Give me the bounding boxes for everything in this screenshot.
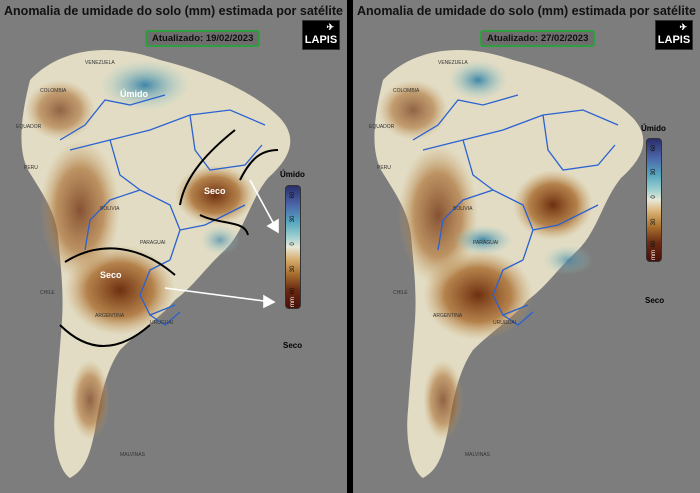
map-label-malvinas: MALVINAS [120, 452, 145, 458]
map-label-venezuela: VENEZUELA [438, 60, 468, 66]
legend-bottom-label: Seco [283, 341, 303, 350]
annotation-dry-label-south: Seco [100, 270, 122, 280]
dry-area-patagonia [70, 360, 110, 440]
legend-tick: 30 [290, 215, 296, 223]
map-label-bolivia: BOLIVIA [453, 206, 473, 212]
lapis-logo-text: LAPIS [304, 34, 338, 46]
map-label-colombia: COLOMBIA [40, 88, 67, 94]
legend-unit: mm [290, 297, 296, 307]
wet-area-pantanal [453, 225, 513, 255]
map-label-uruguai: URUGUAI [493, 320, 517, 326]
dry-area-andes [40, 140, 120, 280]
panel-title: Anomalia de umidade do solo (mm) estimad… [4, 4, 343, 18]
satellite-icon: ✈ [326, 22, 334, 32]
dry-area-patagonia [423, 360, 463, 440]
lapis-logo: LAPIS ✈ [302, 20, 340, 50]
legend-tick: 0 [651, 195, 657, 199]
annotation-wet-label: Úmido [120, 89, 148, 99]
legend-colorbar: 60 30 0 30 60 mm [285, 185, 301, 309]
wet-area-south-brazil [543, 245, 593, 275]
map-label-argentina: ARGENTINA [433, 313, 463, 319]
lapis-logo: LAPIS ✈ [655, 20, 693, 50]
country-borders [59, 94, 266, 326]
map-label-malvinas: MALVINAS [465, 452, 490, 458]
map-label-chile: CHILE [393, 290, 408, 296]
map-label-equador: EQUADOR [16, 124, 42, 130]
satellite-icon: ✈ [679, 22, 687, 32]
legend-tick: 0 [290, 242, 296, 246]
map-label-equador: EQUADOR [369, 124, 395, 130]
dry-area-andes [398, 145, 478, 285]
wet-area-north [448, 60, 508, 100]
legend-tick: 30 [651, 168, 657, 176]
country-borders [412, 94, 619, 326]
legend-tick: 60 [651, 144, 657, 152]
map-label-paraguai: PARAGUAI [140, 240, 166, 246]
lapis-logo-text: LAPIS [657, 34, 691, 46]
map-label-bolivia: BOLIVIA [100, 206, 120, 212]
map-label-chile: CHILE [40, 290, 55, 296]
map-label-peru: PERU [377, 165, 391, 171]
soil-moisture-map-right [374, 49, 644, 479]
updated-date-badge: Atualizado: 19/02/2023 [145, 30, 261, 47]
map-label-uruguai: URUGUAI [150, 320, 174, 326]
dry-zone-outlines [59, 129, 279, 347]
updated-date-badge: Atualizado: 27/02/2023 [480, 30, 596, 47]
legend-bottom-label: Seco [645, 296, 665, 305]
dry-area-central-brazil [513, 170, 593, 240]
dry-area-northwest [378, 80, 448, 140]
wet-area-south-brazil [200, 225, 240, 255]
legend-top-label: Úmido [280, 170, 305, 179]
panel-title: Anomalia de umidade do solo (mm) estimad… [357, 4, 696, 18]
map-label-venezuela: VENEZUELA [85, 60, 115, 66]
legend-colorbar: 60 30 0 30 60 mm [646, 138, 662, 262]
legend-top-label: Úmido [641, 124, 666, 133]
legend-tick: 60 [290, 191, 296, 199]
annotation-dry-label-northeast: Seco [204, 186, 226, 196]
soil-moisture-map-left [21, 49, 291, 479]
annotation-arrows [164, 179, 279, 309]
map-panel-left: Anomalia de umidade do solo (mm) estimad… [0, 0, 347, 493]
map-label-argentina: ARGENTINA [95, 313, 125, 319]
map-panel-right: Anomalia de umidade do solo (mm) estimad… [353, 0, 700, 493]
map-label-paraguai: PARAGUAI [473, 240, 499, 246]
map-label-peru: PERU [24, 165, 38, 171]
legend-unit: mm [651, 250, 657, 260]
wet-area-north [100, 60, 190, 110]
map-label-colombia: COLOMBIA [393, 88, 420, 94]
dry-area-northwest [25, 80, 95, 140]
legend-tick: 30 [290, 265, 296, 273]
legend-tick: 30 [651, 218, 657, 226]
